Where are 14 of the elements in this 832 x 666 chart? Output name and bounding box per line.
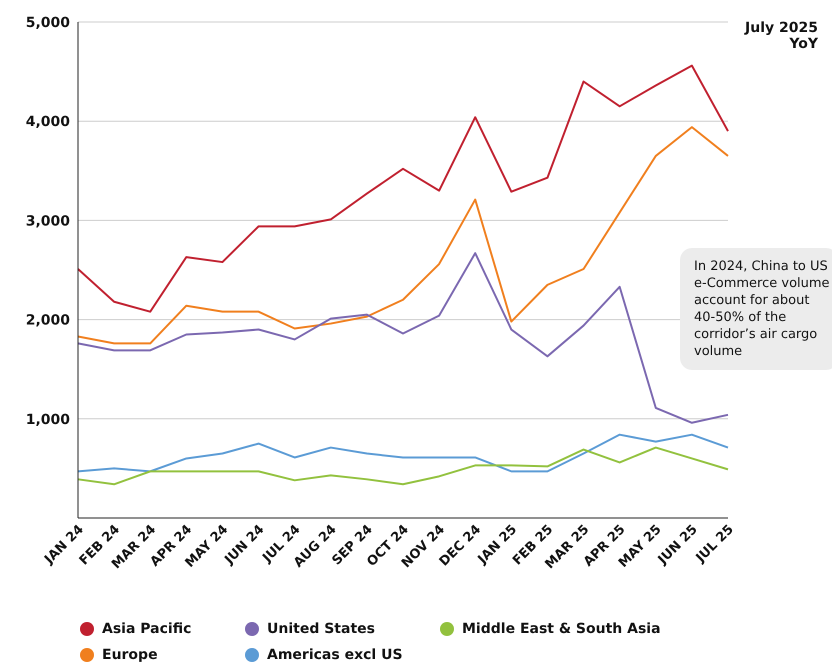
legend-label: Europe <box>102 647 158 663</box>
y-tick-label: 2,000 <box>26 312 70 329</box>
legend-label: Asia Pacific <box>102 621 192 637</box>
line-series <box>77 434 729 472</box>
y-tick-label: 3,000 <box>26 213 70 230</box>
annotation: In 2024, China to US e-Commerce volume account for about 40-50% of the corridor’s air cargo volume <box>680 248 832 370</box>
legend-label: United States <box>267 621 375 637</box>
y-tick-label: 4,000 <box>26 114 70 130</box>
legend-label: Middle East & South Asia <box>462 621 661 637</box>
y-tick-label: 1,000 <box>26 412 70 428</box>
line-series <box>77 446 729 486</box>
legend-label: Americas excl US <box>267 647 403 663</box>
y-tick-label: 5,000 <box>26 14 70 31</box>
text: July 2025 YoY <box>743 20 818 52</box>
